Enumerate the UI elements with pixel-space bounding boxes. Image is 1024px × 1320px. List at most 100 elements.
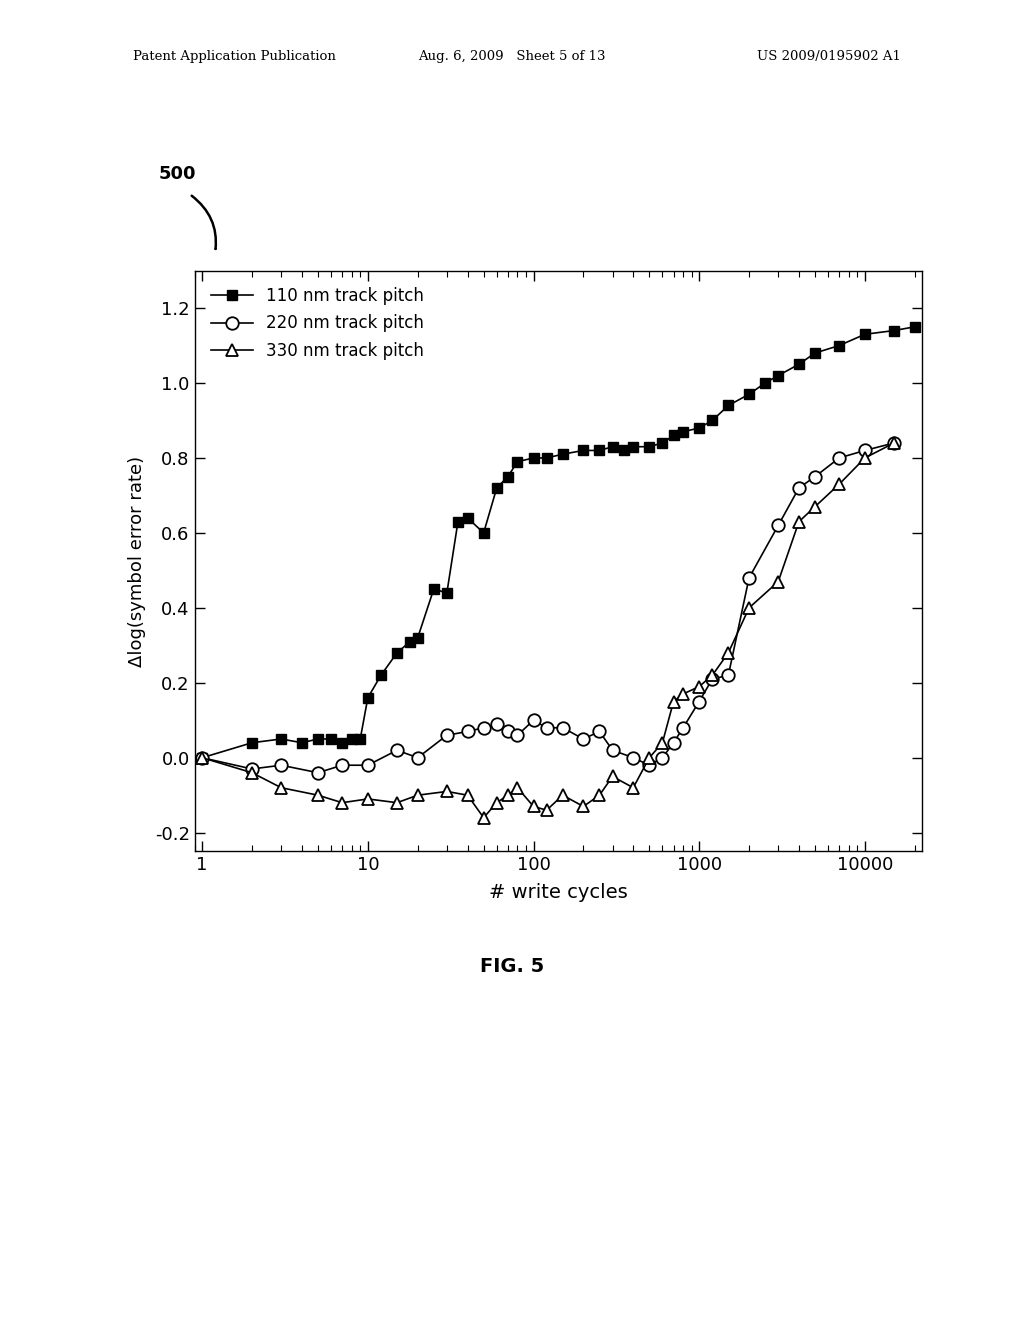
Text: US 2009/0195902 A1: US 2009/0195902 A1 — [757, 50, 901, 63]
110 nm track pitch — [643, 438, 655, 454]
330 nm track pitch — [502, 787, 514, 803]
110 nm track pitch — [296, 735, 308, 751]
220 nm track pitch — [556, 719, 568, 735]
110 nm track pitch — [311, 731, 324, 747]
110 nm track pitch — [677, 424, 689, 440]
330 nm track pitch — [656, 735, 669, 751]
110 nm track pitch — [246, 735, 258, 751]
330 nm track pitch — [196, 750, 208, 766]
110 nm track pitch — [336, 735, 348, 751]
110 nm track pitch — [275, 731, 288, 747]
110 nm track pitch — [346, 731, 358, 747]
330 nm track pitch — [477, 809, 489, 825]
220 nm track pitch — [196, 750, 208, 766]
220 nm track pitch — [668, 735, 680, 751]
220 nm track pitch — [809, 469, 821, 484]
220 nm track pitch — [707, 671, 719, 686]
110 nm track pitch — [668, 428, 680, 444]
Line: 330 nm track pitch: 330 nm track pitch — [196, 437, 900, 824]
220 nm track pitch — [311, 764, 324, 780]
110 nm track pitch — [722, 397, 734, 413]
330 nm track pitch — [311, 787, 324, 803]
220 nm track pitch — [834, 450, 846, 466]
220 nm track pitch — [722, 668, 734, 684]
Legend: 110 nm track pitch, 220 nm track pitch, 330 nm track pitch: 110 nm track pitch, 220 nm track pitch, … — [203, 279, 432, 368]
330 nm track pitch — [888, 436, 900, 451]
220 nm track pitch — [578, 731, 590, 747]
110 nm track pitch — [759, 375, 771, 391]
220 nm track pitch — [656, 750, 669, 766]
110 nm track pitch — [908, 319, 921, 335]
110 nm track pitch — [361, 690, 374, 706]
110 nm track pitch — [809, 345, 821, 360]
220 nm track pitch — [502, 723, 514, 739]
110 nm track pitch — [627, 438, 639, 454]
110 nm track pitch — [452, 513, 464, 529]
330 nm track pitch — [793, 513, 805, 529]
110 nm track pitch — [793, 356, 805, 372]
220 nm track pitch — [336, 758, 348, 774]
110 nm track pitch — [412, 630, 424, 645]
220 nm track pitch — [490, 715, 503, 731]
330 nm track pitch — [511, 780, 523, 796]
330 nm track pitch — [834, 477, 846, 492]
220 nm track pitch — [440, 727, 453, 743]
330 nm track pitch — [361, 791, 374, 807]
220 nm track pitch — [606, 742, 618, 758]
220 nm track pitch — [888, 436, 900, 451]
330 nm track pitch — [527, 799, 540, 814]
330 nm track pitch — [440, 784, 453, 800]
220 nm track pitch — [412, 750, 424, 766]
330 nm track pitch — [593, 787, 605, 803]
330 nm track pitch — [412, 787, 424, 803]
330 nm track pitch — [541, 803, 553, 818]
110 nm track pitch — [196, 750, 208, 766]
110 nm track pitch — [477, 525, 489, 541]
220 nm track pitch — [627, 750, 639, 766]
220 nm track pitch — [391, 742, 403, 758]
330 nm track pitch — [606, 768, 618, 784]
220 nm track pitch — [275, 758, 288, 774]
110 nm track pitch — [462, 510, 474, 525]
110 nm track pitch — [707, 413, 719, 429]
220 nm track pitch — [677, 719, 689, 735]
110 nm track pitch — [325, 731, 337, 747]
110 nm track pitch — [502, 469, 514, 484]
FancyArrowPatch shape — [191, 195, 216, 249]
220 nm track pitch — [793, 480, 805, 496]
220 nm track pitch — [541, 719, 553, 735]
330 nm track pitch — [391, 795, 403, 810]
110 nm track pitch — [743, 387, 756, 403]
110 nm track pitch — [375, 668, 387, 684]
330 nm track pitch — [722, 645, 734, 661]
110 nm track pitch — [440, 585, 453, 601]
110 nm track pitch — [888, 322, 900, 338]
110 nm track pitch — [527, 450, 540, 466]
Y-axis label: Δlog(symbol error rate): Δlog(symbol error rate) — [128, 455, 146, 667]
Text: Aug. 6, 2009   Sheet 5 of 13: Aug. 6, 2009 Sheet 5 of 13 — [418, 50, 606, 63]
220 nm track pitch — [593, 723, 605, 739]
220 nm track pitch — [527, 713, 540, 729]
110 nm track pitch — [556, 446, 568, 462]
110 nm track pitch — [391, 645, 403, 661]
110 nm track pitch — [428, 581, 440, 597]
110 nm track pitch — [693, 420, 706, 436]
220 nm track pitch — [462, 723, 474, 739]
330 nm track pitch — [246, 764, 258, 780]
110 nm track pitch — [404, 634, 417, 649]
110 nm track pitch — [834, 338, 846, 354]
330 nm track pitch — [627, 780, 639, 796]
220 nm track pitch — [361, 758, 374, 774]
220 nm track pitch — [246, 762, 258, 777]
110 nm track pitch — [656, 436, 669, 451]
Text: 500: 500 — [159, 165, 197, 183]
330 nm track pitch — [556, 787, 568, 803]
330 nm track pitch — [275, 780, 288, 796]
330 nm track pitch — [336, 795, 348, 810]
110 nm track pitch — [859, 326, 871, 342]
330 nm track pitch — [490, 795, 503, 810]
330 nm track pitch — [677, 686, 689, 702]
220 nm track pitch — [511, 727, 523, 743]
330 nm track pitch — [578, 799, 590, 814]
110 nm track pitch — [593, 442, 605, 458]
